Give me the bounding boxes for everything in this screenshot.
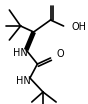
Text: O: O — [56, 49, 64, 59]
Text: OH: OH — [71, 22, 86, 32]
Text: HN: HN — [13, 48, 28, 58]
Text: HN: HN — [16, 76, 31, 86]
